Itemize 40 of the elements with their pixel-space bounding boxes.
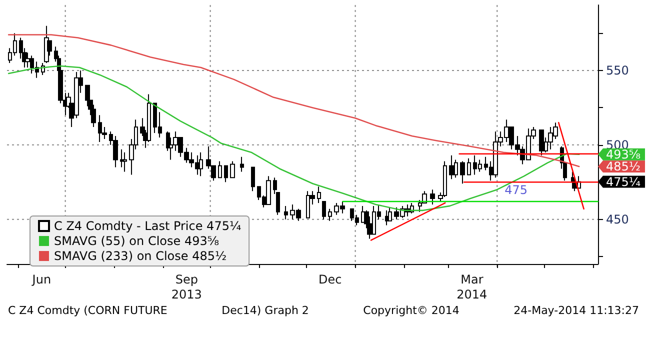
candlestick [224,165,228,183]
candlestick [385,210,389,226]
annotation: 485½ [606,160,641,174]
candlestick [388,206,392,222]
annotation: 475 [504,183,528,198]
x-tick-label: Sep 2013 [171,272,202,302]
candlestick [251,166,255,192]
text: Dec14) Graph 2 [222,304,309,317]
candlestick [322,200,326,220]
legend-label: SMAVG (55) on Close 493⅝ [54,234,220,248]
y-tick-label: 550 [606,63,629,78]
x-tick-label: Dec [318,272,342,286]
candlestick [430,189,435,205]
candlestick [460,160,465,184]
text: 24-May-2014 11:13:27 [514,304,639,317]
candlestick [467,158,471,176]
candlestick [113,135,118,168]
legend-label: C Z4 Comdty - Last Price 475¼ [54,219,242,233]
annotation: 475¼ [606,174,641,189]
candlestick [123,152,127,172]
candlestick [539,130,544,156]
candlestick [240,156,244,172]
legend-label: SMAVG (233) on Close 485½ [54,249,227,263]
text: C Z4 Comdty (CORN FUTURE [8,304,168,317]
candlestick [120,148,124,168]
candlestick [218,160,222,178]
candlestick [317,186,321,204]
y-tick-label: 450 [606,212,629,226]
x-tick-label: Mar 2014 [456,272,488,302]
text: Copyright© 2014 [363,304,460,317]
candlestick [230,160,235,178]
candlestick [328,208,332,222]
line-series [8,34,580,168]
annotation: 493⅝ [606,147,641,162]
candlestick [449,154,454,180]
candlestick [284,205,288,220]
x-tick-label: Jun [31,272,52,286]
candlestick [199,152,203,177]
candlestick [266,176,271,205]
candlestick [91,104,96,128]
